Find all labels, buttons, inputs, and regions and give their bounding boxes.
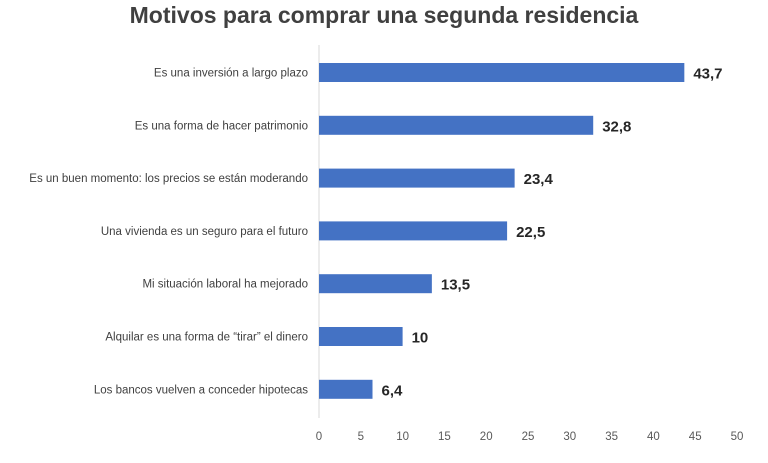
category-label: Es una forma de hacer patrimonio [135, 120, 308, 132]
x-tick-label: 45 [689, 431, 702, 443]
category-label: Los bancos vuelven a conceder hipotecas [94, 384, 308, 396]
data-label: 23,4 [524, 171, 554, 188]
x-tick-label: 50 [731, 431, 744, 443]
bar [319, 221, 508, 241]
bar [319, 168, 515, 188]
x-tick-label: 20 [480, 431, 493, 443]
x-tick-label: 5 [358, 431, 364, 443]
x-tick-label: 0 [316, 431, 322, 443]
bar [319, 327, 403, 346]
data-label: 32,8 [602, 118, 631, 135]
bar [319, 379, 373, 399]
x-tick-label: 25 [522, 431, 535, 443]
category-label: Es un buen momento: los precios se están… [29, 173, 308, 185]
x-tick-label: 40 [647, 431, 660, 443]
data-label: 43,7 [693, 66, 722, 83]
category-label: Mi situación laboral ha mejorado [142, 279, 308, 291]
data-label: 10 [412, 330, 429, 347]
bar [319, 274, 432, 294]
x-tick-label: 30 [563, 431, 576, 443]
x-tick-label: 10 [396, 431, 409, 443]
category-label: Alquilar es una forma de “tirar” el dine… [105, 332, 308, 344]
x-tick-label: 15 [438, 431, 451, 443]
bar [319, 63, 685, 82]
category-label: Una vivienda es un seguro para el futuro [101, 226, 308, 238]
x-tick-label: 35 [605, 431, 618, 443]
data-label: 22,5 [516, 224, 545, 241]
bar [319, 115, 594, 135]
data-label: 13,5 [441, 277, 470, 294]
data-label: 6,4 [382, 382, 404, 399]
chart-title: Motivos para comprar una segunda residen… [129, 2, 639, 28]
category-label: Es una inversión a largo plazo [154, 68, 308, 80]
